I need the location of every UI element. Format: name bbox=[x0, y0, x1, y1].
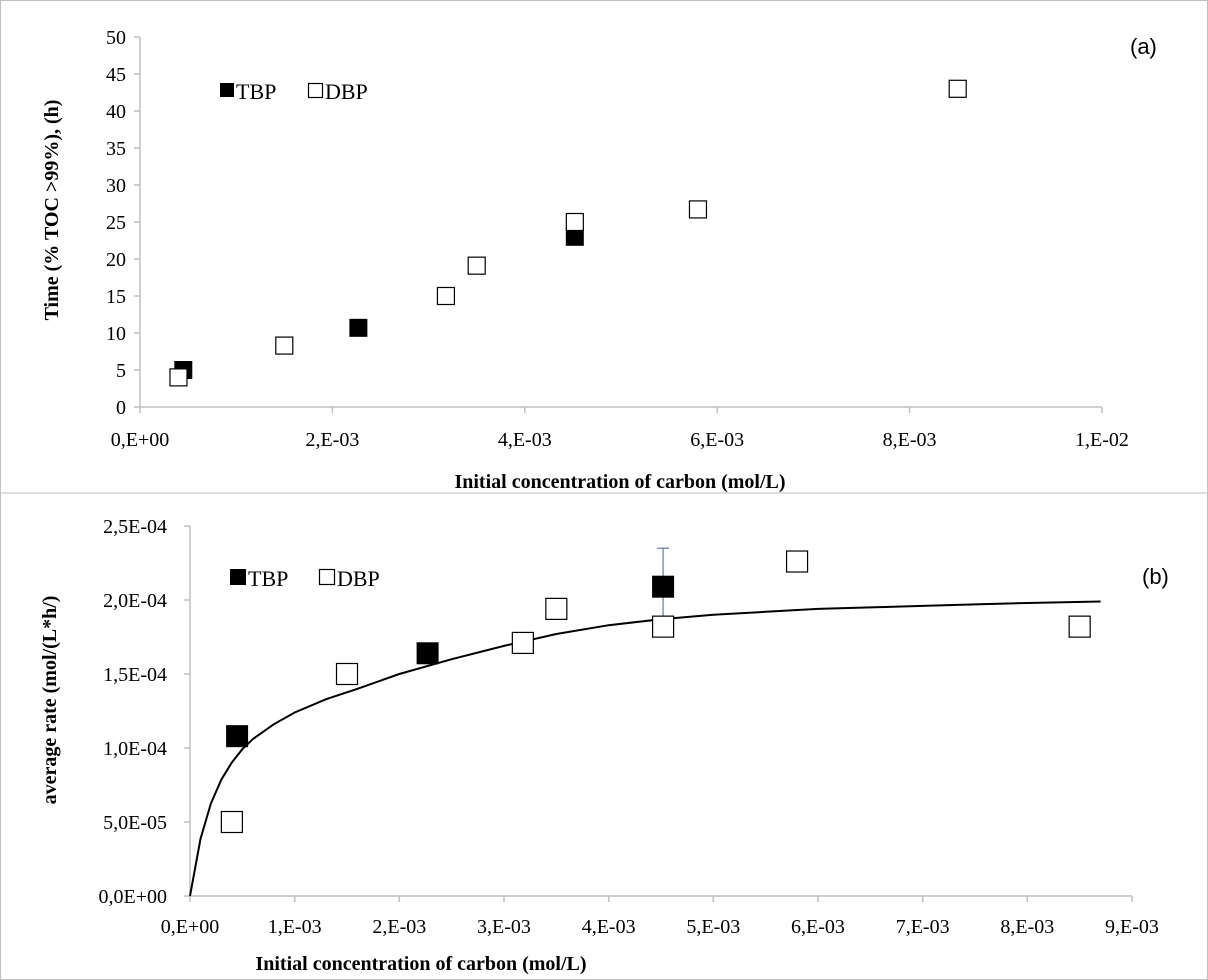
y-tick-label: 40 bbox=[106, 101, 126, 123]
x-tick-label: 3,E-03 bbox=[477, 916, 531, 938]
tbp-point bbox=[652, 575, 675, 598]
dbp-point bbox=[335, 662, 359, 686]
x-tick-label: 2,E-03 bbox=[372, 916, 426, 938]
dbp-point bbox=[220, 810, 243, 834]
panel-label-a: (a) bbox=[1130, 34, 1157, 59]
y-tick-label: 50 bbox=[106, 27, 126, 49]
x-tick-labels-b: 0,E+00 1,E-03 2,E-03 3,E-03 4,E-03 5,E-03 6,E-… bbox=[161, 896, 1159, 938]
legend-a: TBP DBP bbox=[220, 79, 368, 104]
x-axis-title-a: Initial concentration of carbon (mol/L) bbox=[454, 471, 785, 493]
x-tick-label: 2,E-03 bbox=[305, 429, 359, 451]
tbp-point bbox=[349, 318, 368, 337]
x-axis-title-b: Initial concentration of carbon (mol/L) bbox=[255, 953, 586, 975]
tbp-point bbox=[416, 642, 439, 665]
x-tick-labels-a: 0,E+00 2,E-03 4,E-03 6,E-03 8,E-03 1,E-02 bbox=[111, 407, 1129, 451]
dbp-point bbox=[545, 597, 568, 620]
y-tick-label: 20 bbox=[106, 249, 126, 271]
legend-marker-tbp-a bbox=[220, 83, 234, 97]
panel-a: 0 5 10 15 20 25 30 35 40 45 50 0,E+00 2,E-03 4,E-03 6… bbox=[41, 27, 1157, 493]
y-tick-label: 5 bbox=[116, 360, 126, 382]
fit-curve-b bbox=[189, 600, 1101, 897]
x-tick-label: 9,E-03 bbox=[1105, 916, 1159, 938]
legend-marker-dbp-b bbox=[318, 568, 336, 586]
y-tick-label: 0 bbox=[116, 397, 126, 419]
x-tick-label: 0,E+00 bbox=[111, 429, 170, 451]
dbp-point bbox=[785, 550, 809, 573]
dbp-point bbox=[169, 368, 188, 387]
y-tick-label: 1,5E-04 bbox=[103, 664, 167, 686]
legend-label-dbp-a: DBP bbox=[325, 79, 368, 104]
dbp-point bbox=[1068, 615, 1091, 638]
y-tick-label: 2,5E-04 bbox=[103, 516, 167, 538]
dbp-point bbox=[651, 615, 675, 638]
y-axis-title-a: Time (% TOC >99%), (h) bbox=[41, 100, 63, 321]
legend-b: TBP DBP bbox=[230, 566, 380, 591]
dbp-point bbox=[948, 79, 967, 98]
markers-a bbox=[169, 79, 967, 387]
dbp-point bbox=[565, 212, 584, 232]
x-tick-label: 6,E-03 bbox=[690, 429, 744, 451]
dbp-point bbox=[511, 631, 534, 655]
y-tick-label: 30 bbox=[106, 175, 126, 197]
x-tick-label: 0,E+00 bbox=[161, 916, 220, 938]
y-tick-label: 0,0E+00 bbox=[99, 886, 168, 908]
y-tick-label: 25 bbox=[106, 212, 126, 234]
x-tick-label: 4,E-03 bbox=[498, 429, 552, 451]
legend-label-tbp-a: TBP bbox=[236, 79, 276, 104]
legend-marker-tbp-b bbox=[230, 569, 246, 585]
y-tick-label: 5,0E-05 bbox=[103, 812, 167, 834]
dbp-point bbox=[436, 286, 456, 306]
panel-label-b: (b) bbox=[1142, 564, 1169, 589]
y-tick-label: 35 bbox=[106, 138, 126, 160]
x-tick-label: 8,E-03 bbox=[883, 429, 937, 451]
markers-b bbox=[220, 550, 1091, 834]
y-tick-labels-b: 0,0E+00 5,0E-05 1,0E-04 1,5E-04 2,0E-04 2,5E-… bbox=[99, 516, 190, 908]
tbp-point bbox=[226, 725, 249, 748]
legend-marker-dbp-a bbox=[307, 82, 324, 99]
x-tick-label: 6,E-03 bbox=[791, 916, 845, 938]
x-tick-label: 8,E-03 bbox=[1000, 916, 1054, 938]
dbp-point bbox=[275, 336, 294, 355]
y-tick-labels-a: 0 5 10 15 20 25 30 35 40 45 50 bbox=[106, 27, 140, 419]
y-tick-label: 15 bbox=[106, 286, 126, 308]
y-axis-title-b: average rate (mol/(L*h/) bbox=[39, 596, 61, 805]
y-tick-label: 10 bbox=[106, 323, 126, 345]
x-tick-label: 4,E-03 bbox=[582, 916, 636, 938]
legend-label-dbp-b: DBP bbox=[337, 566, 380, 591]
x-tick-label: 1,E-02 bbox=[1075, 429, 1129, 451]
x-tick-label: 7,E-03 bbox=[896, 916, 950, 938]
x-tick-label: 1,E-03 bbox=[268, 916, 322, 938]
y-tick-label: 1,0E-04 bbox=[103, 738, 167, 760]
legend-label-tbp-b: TBP bbox=[248, 566, 288, 591]
panel-b: 0,0E+00 5,0E-05 1,0E-04 1,5E-04 2,0E-04 2,5E-… bbox=[39, 516, 1169, 975]
y-tick-label: 2,0E-04 bbox=[103, 590, 167, 612]
dbp-point bbox=[467, 256, 486, 275]
y-tick-label: 45 bbox=[106, 64, 126, 86]
x-tick-label: 5,E-03 bbox=[686, 916, 740, 938]
dbp-point bbox=[688, 200, 708, 219]
